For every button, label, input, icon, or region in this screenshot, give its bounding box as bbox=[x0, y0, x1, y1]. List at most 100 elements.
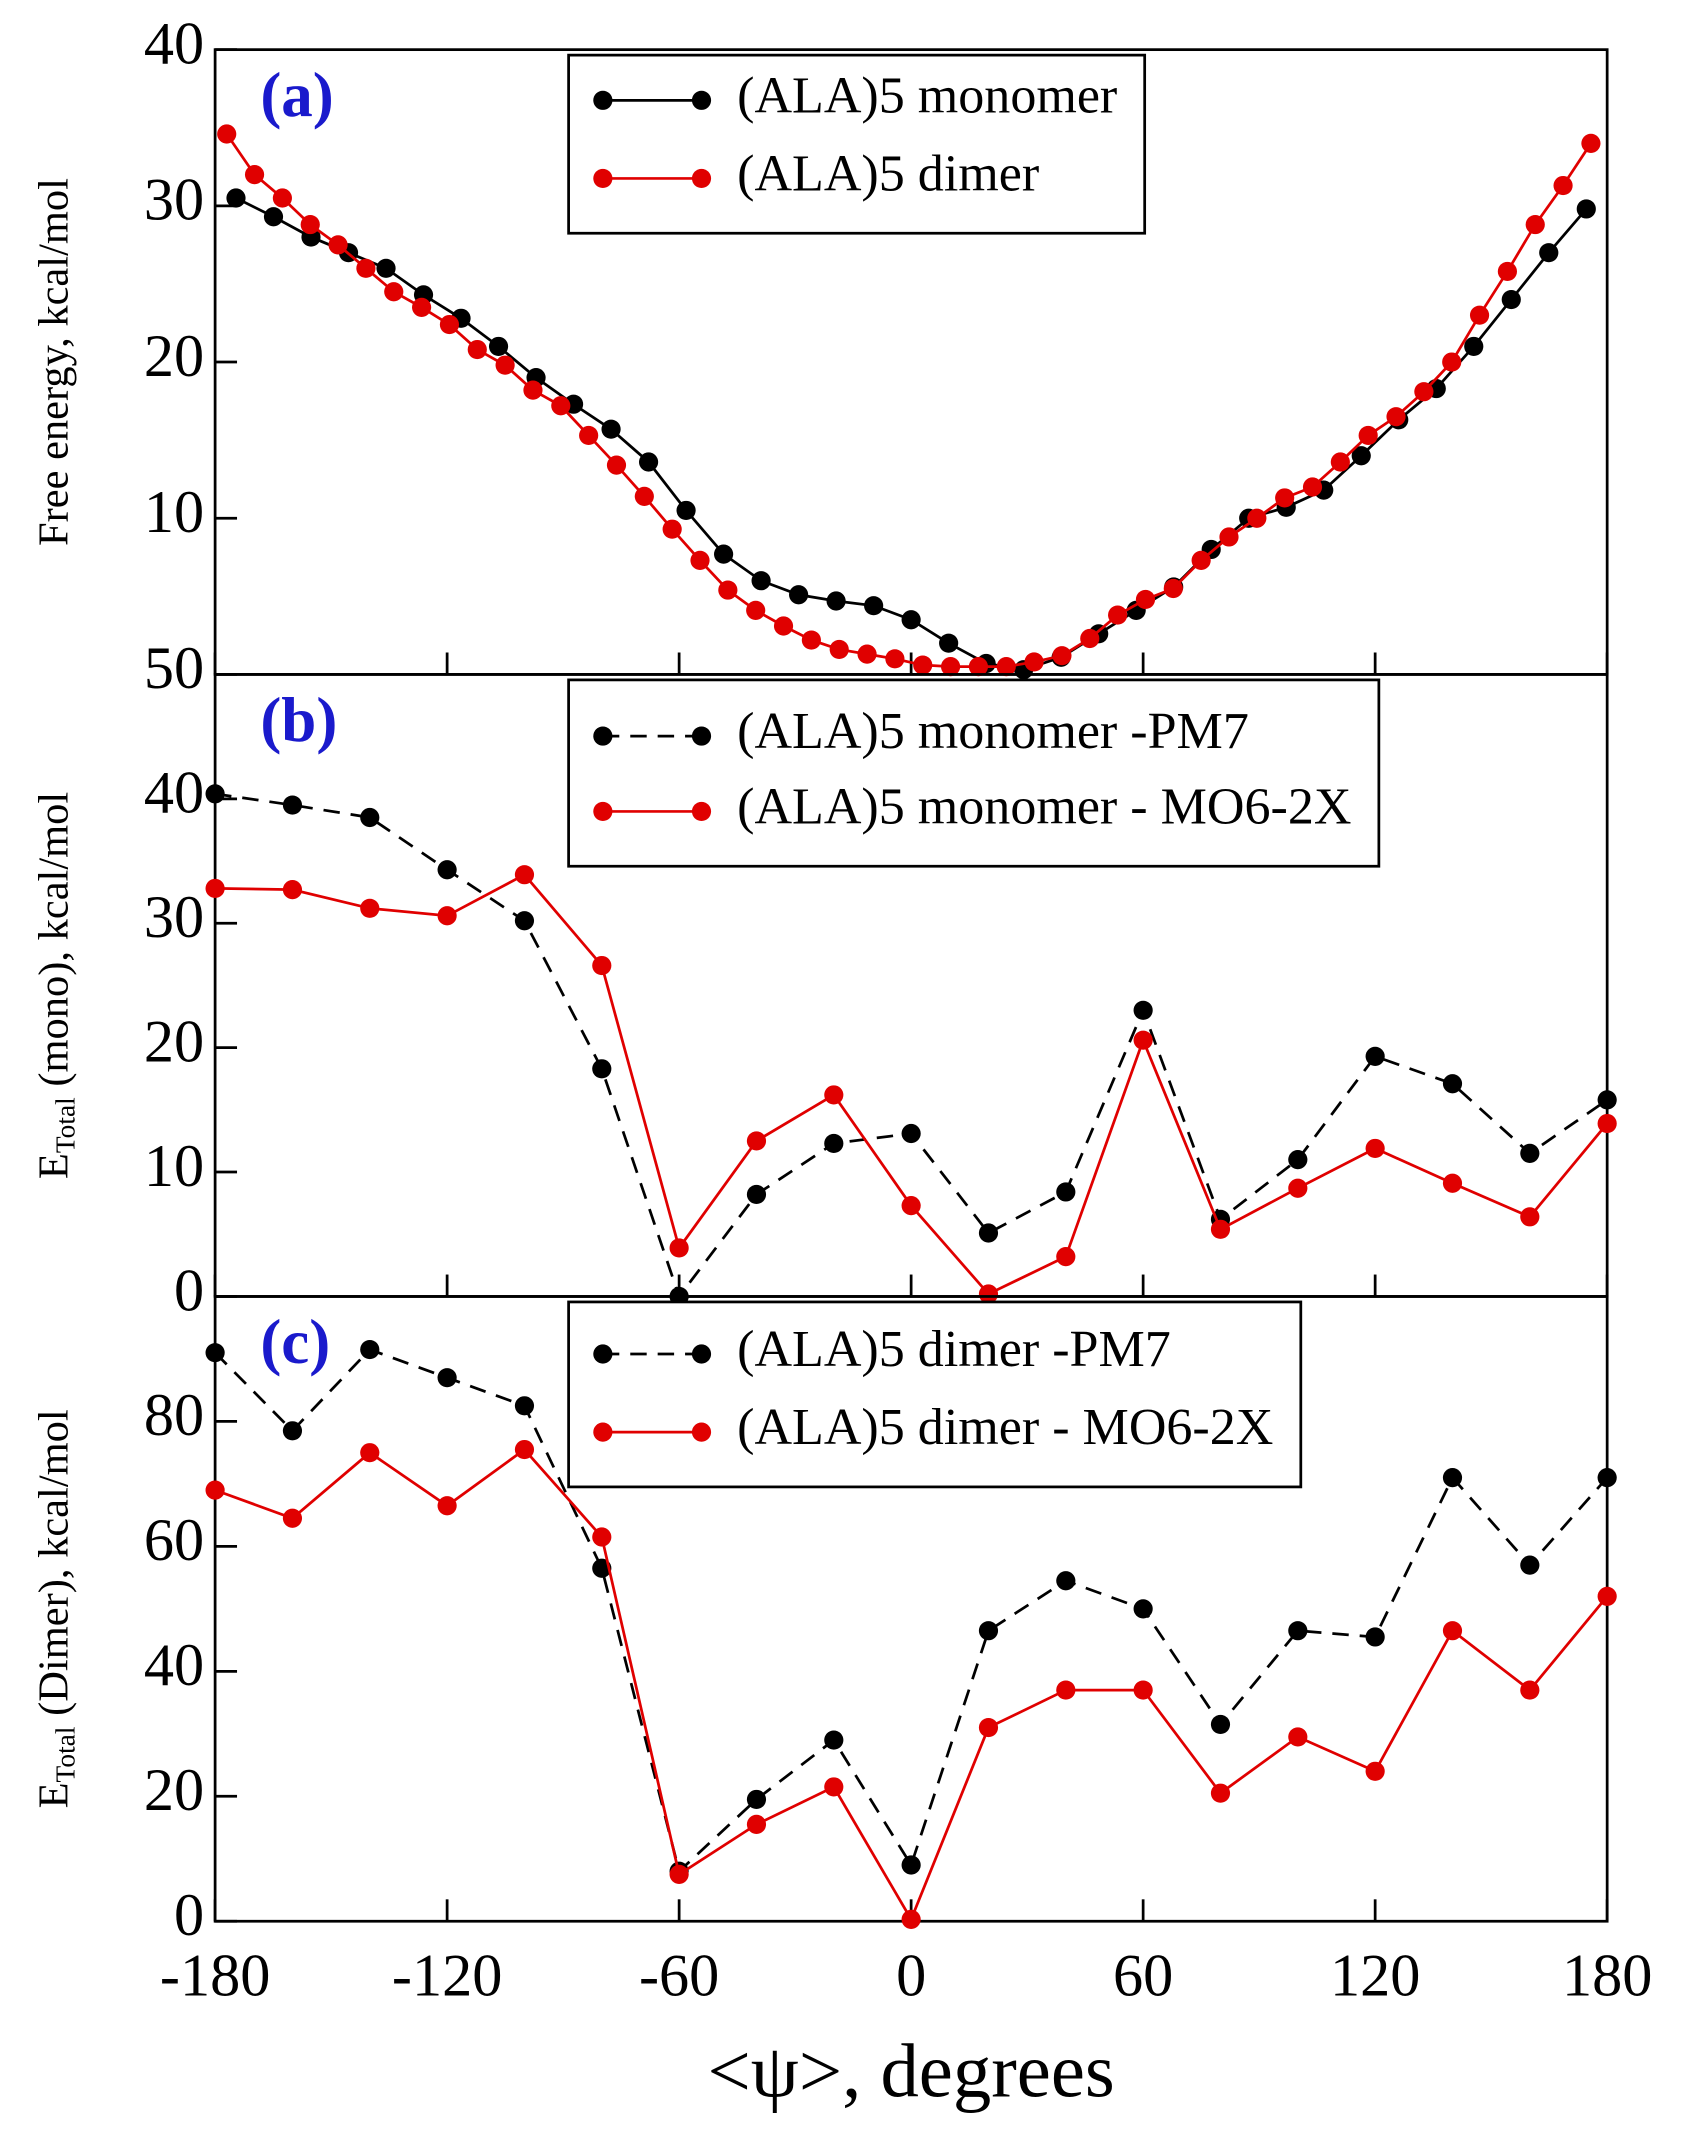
data-point bbox=[282, 1508, 303, 1528]
legend-marker bbox=[593, 1344, 613, 1364]
data-point bbox=[360, 898, 380, 918]
data-point bbox=[272, 188, 292, 208]
y-label-rest: (mono), kcal/mol bbox=[30, 792, 77, 1097]
data-point bbox=[901, 1909, 921, 1929]
data-point bbox=[1442, 1468, 1463, 1488]
y-tick-label: 50 bbox=[144, 635, 204, 702]
data-point bbox=[1414, 382, 1434, 402]
data-point bbox=[1501, 289, 1521, 310]
panel-tag: (c) bbox=[260, 1307, 330, 1377]
data-point bbox=[1442, 352, 1462, 372]
data-point bbox=[300, 214, 320, 235]
data-point bbox=[1497, 261, 1517, 282]
data-point bbox=[514, 1396, 535, 1416]
data-point bbox=[1056, 1182, 1076, 1202]
data-point bbox=[824, 1730, 844, 1750]
data-point bbox=[1108, 605, 1128, 625]
data-point bbox=[360, 1339, 380, 1360]
series-line bbox=[215, 872, 1609, 1296]
data-point bbox=[437, 906, 457, 926]
data-point bbox=[601, 419, 621, 439]
data-point bbox=[514, 865, 535, 885]
data-point bbox=[592, 1527, 612, 1547]
data-point bbox=[669, 1238, 689, 1258]
y-tick-label: 30 bbox=[144, 167, 204, 234]
data-point bbox=[638, 452, 659, 472]
x-tick-label: 60 bbox=[1113, 1942, 1173, 2009]
y-tick-label: 80 bbox=[144, 1382, 204, 1449]
legend: (ALA)5 monomer -PM7 (ALA)5 monomer - MO6-… bbox=[567, 678, 1381, 868]
data-point bbox=[1365, 1761, 1385, 1781]
data-point bbox=[662, 519, 682, 539]
legend-label: (ALA)5 dimer bbox=[737, 145, 1039, 202]
legend-marker bbox=[593, 168, 613, 189]
data-point bbox=[1358, 425, 1378, 446]
data-point bbox=[901, 1855, 921, 1875]
data-point bbox=[1024, 652, 1044, 672]
legend-box bbox=[567, 678, 1381, 868]
y-label-rest: (Dimer), kcal/mol bbox=[30, 1409, 77, 1726]
data-point bbox=[1056, 1680, 1076, 1700]
data-point bbox=[1442, 1173, 1463, 1193]
data-point bbox=[634, 486, 654, 506]
legend-label: (ALA)5 dimer -PM7 bbox=[737, 1321, 1171, 1378]
data-point bbox=[592, 1059, 612, 1079]
data-point bbox=[1386, 407, 1406, 427]
data-point bbox=[412, 297, 432, 317]
data-point bbox=[1163, 578, 1183, 599]
data-point bbox=[439, 314, 460, 335]
data-point bbox=[1365, 1627, 1385, 1647]
data-point bbox=[514, 911, 535, 931]
data-point bbox=[328, 235, 348, 255]
data-point bbox=[857, 644, 877, 664]
y-tick-label: 0 bbox=[174, 1882, 204, 1949]
data-point bbox=[1288, 1150, 1308, 1170]
y-tick-label: 40 bbox=[144, 760, 204, 827]
data-point bbox=[1365, 1138, 1385, 1159]
data-point bbox=[829, 639, 849, 660]
y-axis-label: ETotal (mono), kcal/mol bbox=[30, 792, 80, 1179]
data-point bbox=[773, 616, 794, 636]
y-tick-label: 60 bbox=[144, 1507, 204, 1574]
legend-label: (ALA)5 monomer -PM7 bbox=[737, 703, 1249, 760]
x-tick-label: -60 bbox=[639, 1942, 719, 2009]
panel-tag: (a) bbox=[260, 60, 333, 130]
data-point bbox=[523, 380, 543, 400]
data-point bbox=[718, 580, 738, 600]
y-tick-label: 20 bbox=[144, 323, 204, 390]
data-point bbox=[592, 955, 612, 976]
series-line bbox=[214, 792, 1608, 1300]
data-point bbox=[437, 860, 457, 880]
data-point bbox=[789, 585, 809, 605]
data-point bbox=[514, 1439, 535, 1460]
data-point bbox=[376, 258, 396, 278]
y-label-main: E bbox=[30, 1782, 77, 1808]
data-point bbox=[1442, 1621, 1463, 1641]
legend-marker bbox=[691, 1344, 712, 1364]
legend: (ALA)5 monomer (ALA)5 dimer bbox=[567, 53, 1147, 235]
y-tick-label: 20 bbox=[144, 1008, 204, 1075]
data-point bbox=[606, 455, 627, 475]
data-point bbox=[1597, 1090, 1617, 1110]
data-point bbox=[488, 336, 509, 357]
legend-label: (ALA)5 monomer bbox=[737, 67, 1117, 124]
data-point bbox=[1288, 1621, 1308, 1641]
legend-marker bbox=[691, 726, 712, 746]
legend-label: (ALA)5 monomer - MO6-2X bbox=[737, 778, 1351, 835]
y-tick-label: 10 bbox=[144, 1133, 204, 1200]
data-point bbox=[1133, 1599, 1153, 1619]
y-tick-label: 40 bbox=[144, 10, 204, 77]
y-tick-label: 30 bbox=[144, 884, 204, 951]
data-point bbox=[1365, 1046, 1385, 1066]
data-point bbox=[1052, 646, 1072, 666]
legend-marker bbox=[691, 90, 712, 110]
data-point bbox=[676, 500, 696, 521]
data-point bbox=[384, 282, 404, 302]
y-axis-label: ETotal (Dimer), kcal/mol bbox=[30, 1409, 80, 1808]
data-point bbox=[1330, 452, 1350, 472]
data-point bbox=[1539, 243, 1559, 263]
data-point bbox=[978, 1223, 999, 1243]
legend-marker bbox=[691, 1422, 712, 1442]
data-point bbox=[1056, 1571, 1076, 1591]
